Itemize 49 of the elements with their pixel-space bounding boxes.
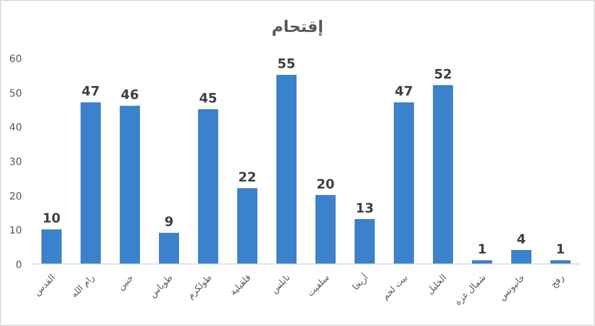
data-label: 20 xyxy=(316,177,335,192)
x-tick-label: رفح xyxy=(549,273,567,290)
x-tick-label: الخليل xyxy=(425,273,450,297)
bar xyxy=(316,195,336,264)
data-label: 1 xyxy=(556,242,565,258)
data-label: 9 xyxy=(164,215,174,230)
bar xyxy=(394,102,414,264)
x-tick-label: بيت لحم xyxy=(380,273,410,302)
y-tick-label: 0 xyxy=(16,260,22,271)
x-tick-label: قلقيلية xyxy=(228,273,254,298)
data-label: 22 xyxy=(238,170,256,186)
x-tick-label: طوباس xyxy=(148,273,176,300)
y-tick-label: 60 xyxy=(9,54,22,65)
y-tick-label: 40 xyxy=(9,122,22,134)
x-tick-label: أريحا xyxy=(350,272,371,293)
data-label: 13 xyxy=(356,201,374,216)
bar xyxy=(472,260,492,264)
bar xyxy=(354,219,375,264)
data-label: 46 xyxy=(120,88,139,104)
y-tick-label: 50 xyxy=(9,88,22,100)
y-tick-label: 10 xyxy=(9,226,22,237)
y-tick-label: 30 xyxy=(9,157,22,168)
data-label: 47 xyxy=(394,84,413,100)
data-label: 55 xyxy=(277,57,296,72)
bar xyxy=(80,102,101,264)
x-tick-label: طولكرم xyxy=(186,273,214,302)
bar xyxy=(276,74,296,264)
bar xyxy=(120,106,140,264)
data-label: 1 xyxy=(478,242,487,258)
bar xyxy=(198,109,218,264)
x-tick-label: جنين xyxy=(116,273,136,293)
x-tick-label: سلفيت xyxy=(306,273,332,299)
bar xyxy=(511,250,532,264)
x-tick-label: نابلس xyxy=(270,273,293,296)
y-tick-label: 20 xyxy=(9,191,22,202)
data-label: 45 xyxy=(199,92,218,106)
x-tick-label: رام الله xyxy=(70,273,97,300)
data-label: 4 xyxy=(516,232,526,248)
bar xyxy=(237,188,258,264)
bar xyxy=(42,229,62,264)
bar xyxy=(158,232,180,264)
bar xyxy=(432,85,454,264)
data-label: 10 xyxy=(42,212,61,227)
x-tick-label: خانيونس xyxy=(498,273,528,303)
chart-title: إقتحام xyxy=(272,17,324,36)
x-tick-label: القدس xyxy=(32,273,58,298)
data-label: 52 xyxy=(434,67,452,82)
data-label: 47 xyxy=(82,84,100,100)
x-tick-label: شمال غزة xyxy=(453,273,488,308)
